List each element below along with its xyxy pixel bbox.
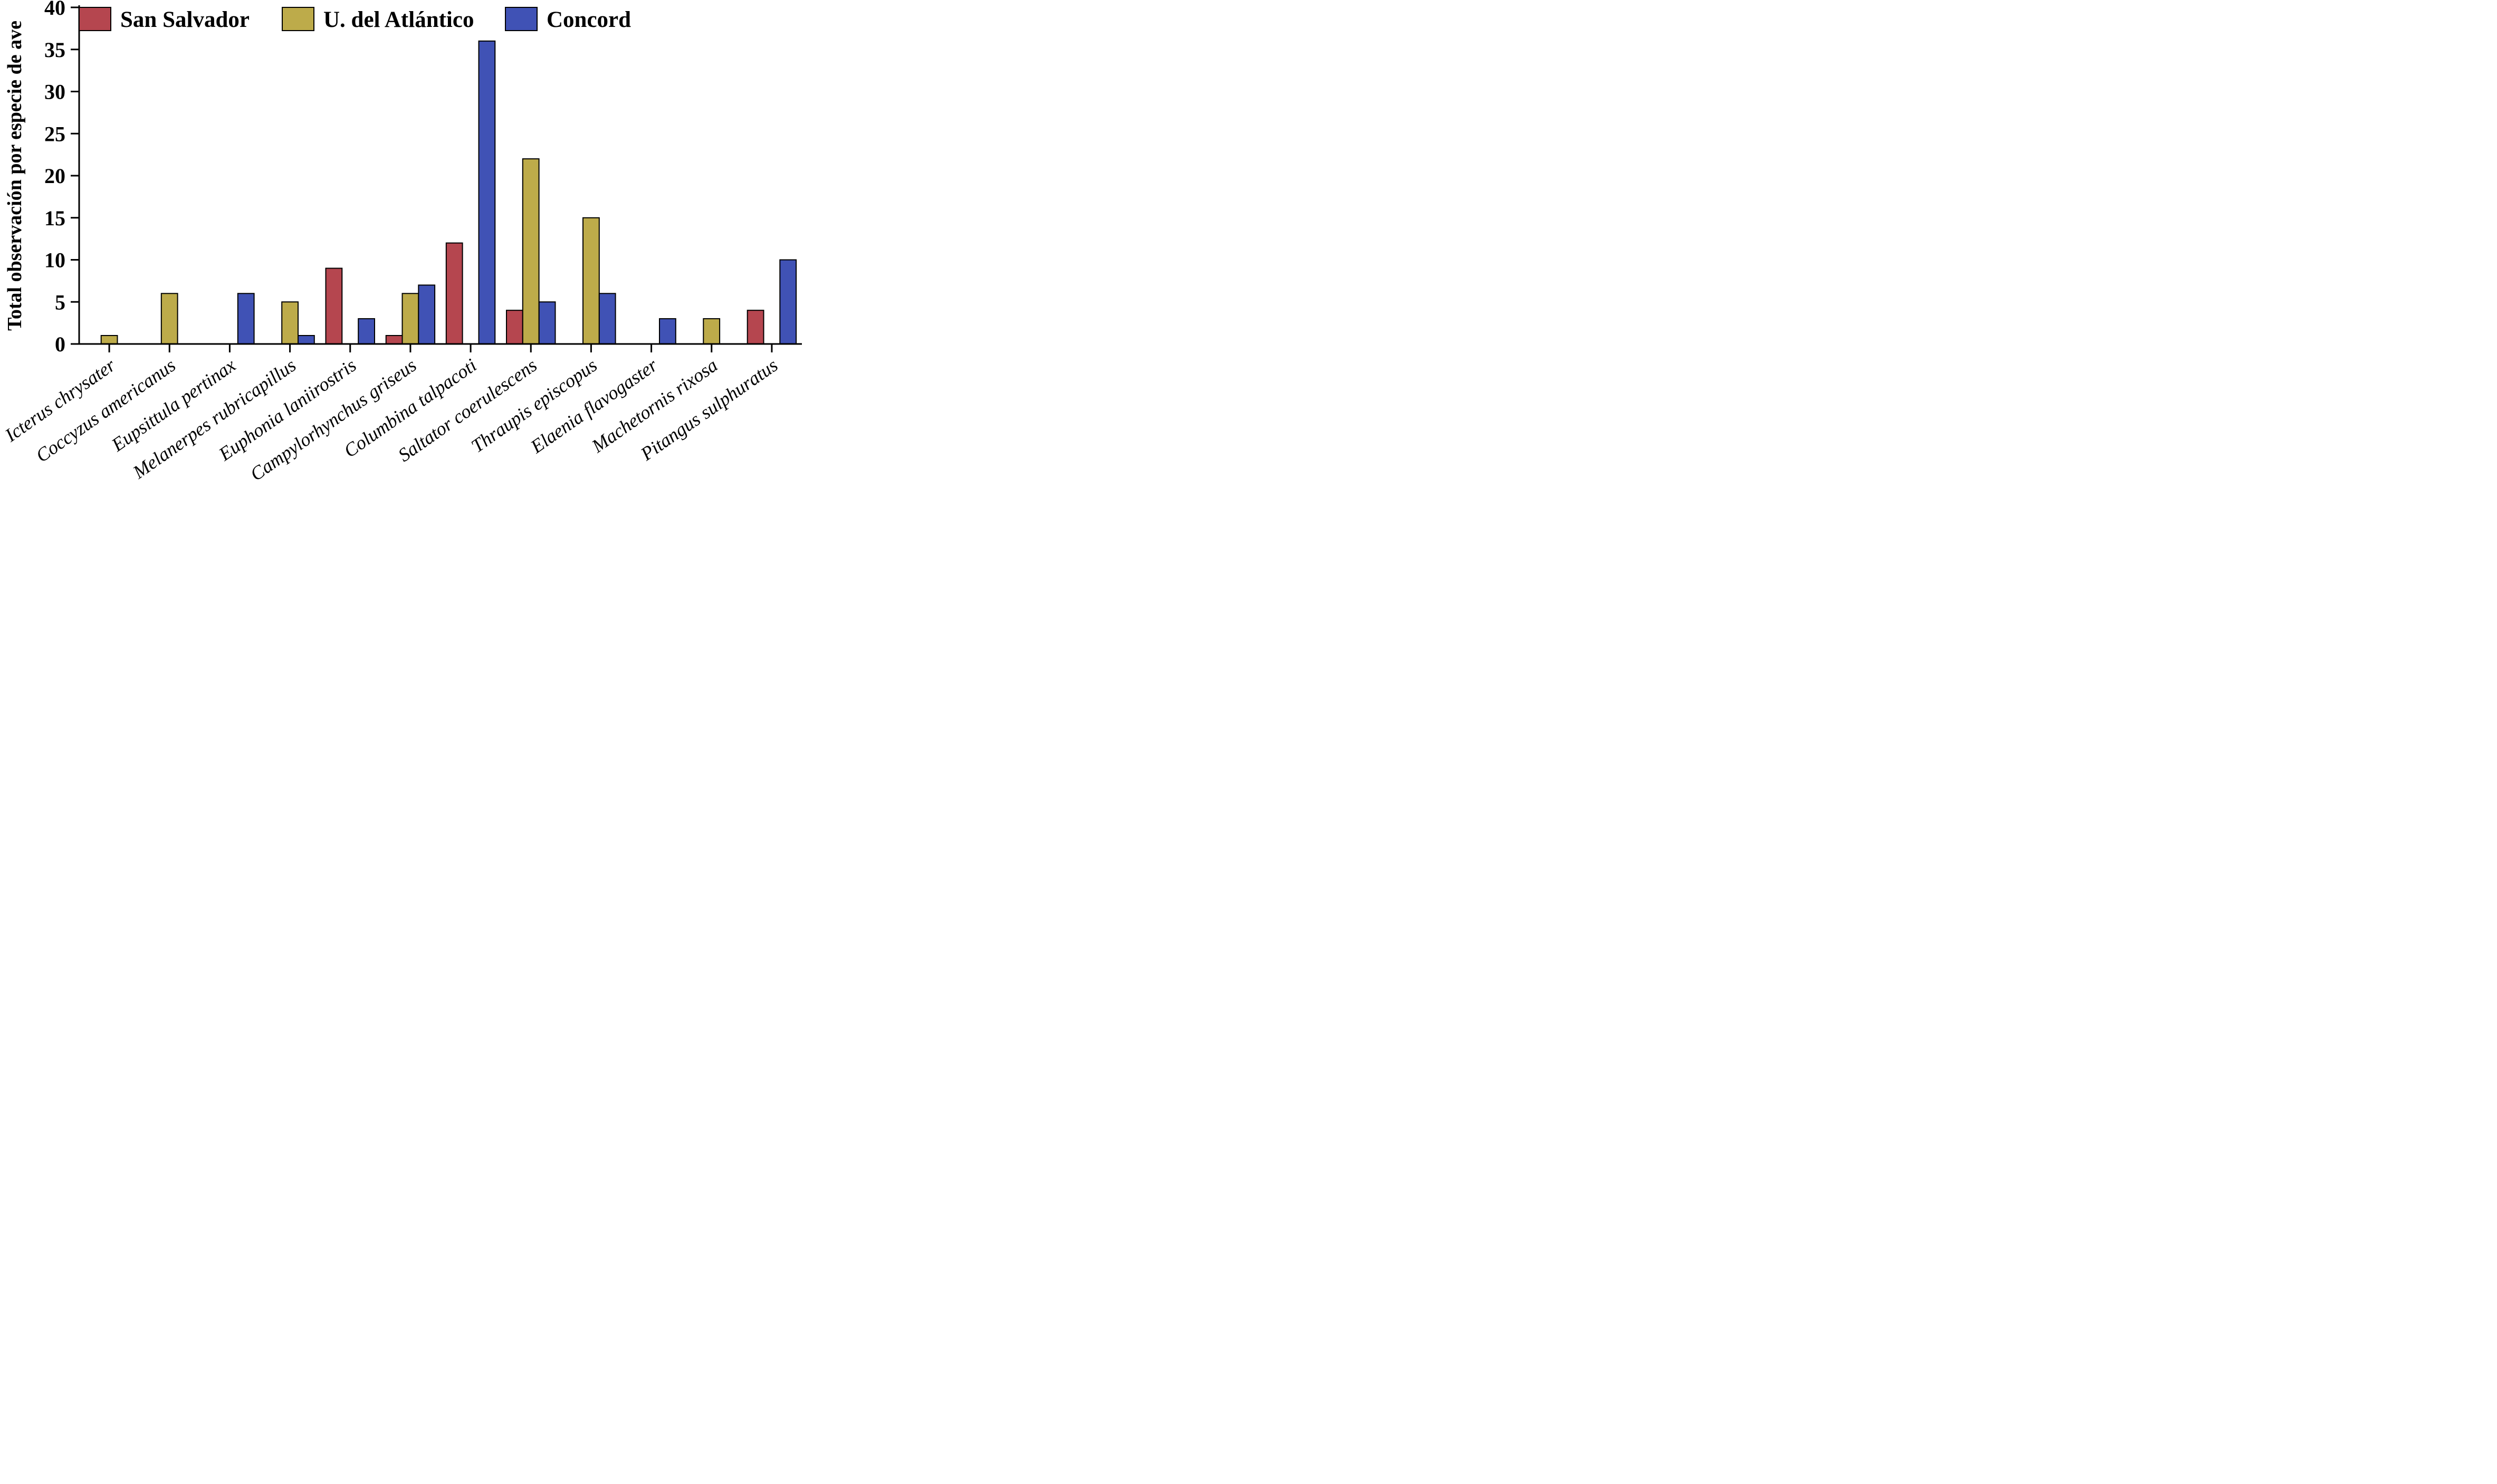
y-tick-label-25: 25 [44, 122, 65, 146]
legend-label-concord: Concord [547, 7, 631, 32]
bar-concord-pitangus-sulphuratus [779, 259, 797, 344]
bar-concord-columbina-talpacoti [478, 40, 496, 345]
bar-u-del-atlantico-melanerpes-rubricapillus [281, 301, 299, 345]
bar-concord-saltator-coerulescens [538, 301, 556, 345]
bar-u-del-atlantico-machetornis-rixosa [703, 318, 721, 344]
bar-concord-campylorhynchus-griseus [418, 284, 436, 345]
bar-chart-figure: 0 5 10 15 20 25 30 35 40 Icterus chrysater Coccyzu… [0, 0, 816, 485]
bar-concord-thraupis-episcopus [598, 293, 616, 344]
legend-swatch-concord [505, 7, 538, 31]
bar-u-del-atlantico-icterus-chrysater [100, 335, 118, 344]
legend-label-san-salvador: San Salvador [120, 7, 250, 32]
y-axis-title: Total observación por especie de ave [4, 21, 26, 331]
y-tick-label-15: 15 [44, 206, 65, 230]
bar-san-salvador-columbina-talpacoti [445, 242, 463, 344]
bar-u-del-atlantico-campylorhynchus-griseus [401, 293, 419, 344]
bars-group [100, 40, 797, 345]
y-tick-label-30: 30 [44, 80, 65, 104]
bar-concord-eupsittula-pertinax [237, 293, 255, 344]
bar-san-salvador-campylorhynchus-griseus [385, 335, 403, 344]
bar-u-del-atlantico-coccyzus-americanus [160, 293, 178, 344]
y-tick-label-35: 35 [44, 38, 65, 62]
bar-u-del-atlantico-thraupis-episcopus [582, 217, 600, 345]
bar-concord-elaenia-flavogaster [659, 318, 676, 344]
y-tick-label-10: 10 [44, 248, 65, 272]
bar-san-salvador-saltator-coerulescens [506, 310, 523, 345]
legend: San Salvador U. del Atlántico Concord [79, 7, 631, 32]
bar-u-del-atlantico-saltator-coerulescens [522, 158, 540, 344]
bar-san-salvador-euphonia-laniirostris [325, 267, 343, 344]
bar-concord-melanerpes-rubricapillus [298, 335, 315, 344]
y-tick-label-40: 40 [44, 0, 65, 20]
y-tick-label-5: 5 [55, 290, 65, 314]
y-tick-label-0: 0 [55, 332, 65, 356]
bar-concord-euphonia-laniirostris [358, 318, 376, 344]
bar-san-salvador-pitangus-sulphuratus [747, 310, 764, 345]
legend-swatch-u-del-atlantico [282, 7, 314, 31]
legend-swatch-san-salvador [79, 7, 111, 31]
legend-label-u-del-atlantico: U. del Atlántico [323, 7, 474, 32]
y-tick-label-20: 20 [44, 164, 65, 188]
